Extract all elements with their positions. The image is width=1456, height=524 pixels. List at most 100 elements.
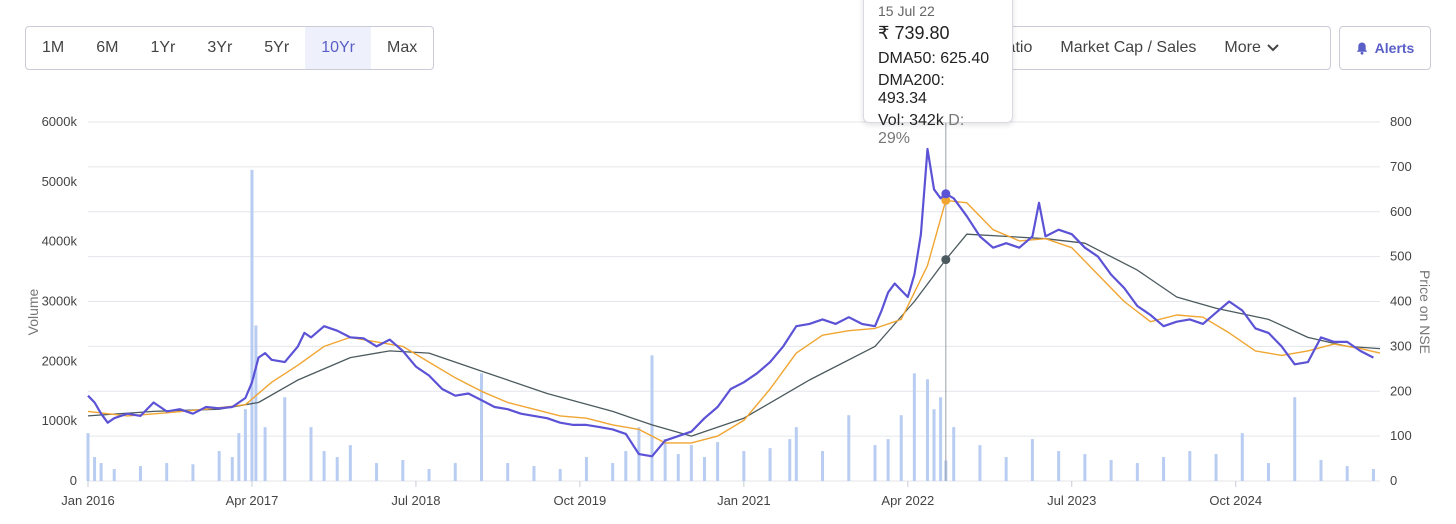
volume-bar xyxy=(886,439,890,481)
volume-bar xyxy=(86,433,90,481)
volume-bar xyxy=(952,427,956,481)
volume-bar xyxy=(788,439,792,481)
volume-bar xyxy=(237,433,241,481)
volume-bar xyxy=(506,463,510,481)
range-5yr-button[interactable]: 5Yr xyxy=(264,39,290,56)
right-tick-label: 700 xyxy=(1390,159,1412,174)
volume-bar xyxy=(650,355,654,481)
time-range-selector: 1M 6M 1Yr 3Yr 5Yr 10Yr Max xyxy=(25,26,435,70)
volume-bar xyxy=(611,463,615,481)
tooltip-delivery: D: 29% xyxy=(878,112,965,147)
volume-bar xyxy=(847,415,851,481)
volume-bar xyxy=(978,445,982,481)
volume-bar xyxy=(584,457,588,481)
left-tick-label: 3000k xyxy=(42,294,78,309)
volume-bar xyxy=(322,451,326,481)
volume-bar xyxy=(99,463,103,481)
metric-market-cap-sales-button[interactable]: Market Cap / Sales xyxy=(1060,39,1197,56)
range-max-button[interactable]: Max xyxy=(386,39,418,56)
alerts-label: Alerts xyxy=(1374,40,1415,56)
volume-bar xyxy=(1371,469,1375,481)
volume-bar xyxy=(676,454,680,481)
volume-bar xyxy=(1267,463,1271,481)
range-1yr-button[interactable]: 1Yr xyxy=(150,39,176,56)
volume-bar xyxy=(191,464,195,481)
volume-bar xyxy=(1319,460,1323,481)
range-3yr-button[interactable]: 3Yr xyxy=(207,39,233,56)
dma50-hover-point xyxy=(941,195,951,205)
tooltip-date: 15 Jul 22 xyxy=(878,3,935,19)
left-axis-title: Volume xyxy=(25,288,41,335)
left-tick-label: 1000k xyxy=(42,413,78,428)
tooltip-dma200: DMA200: 493.34 xyxy=(878,72,945,107)
volume-bar xyxy=(532,466,536,481)
dma200-line xyxy=(87,233,1381,437)
more-label: More xyxy=(1224,39,1261,56)
volume-bar xyxy=(375,463,379,481)
volume-bar xyxy=(899,415,903,481)
tooltip-dma50: DMA50: 625.40 xyxy=(878,50,990,67)
x-tick-label: Oct 2019 xyxy=(553,493,606,508)
tooltip-volume: Vol: 342k xyxy=(878,112,944,129)
volume-bar xyxy=(1162,457,1166,481)
volume-bar xyxy=(1135,463,1139,481)
volume-bar xyxy=(283,397,287,481)
volume-bar xyxy=(335,457,339,481)
volume-bar xyxy=(702,457,706,481)
tooltip-volume-line: Vol: 342k D: 29% xyxy=(878,112,998,148)
range-10yr-button[interactable]: 10Yr xyxy=(305,27,371,69)
volume-bar xyxy=(768,448,772,481)
volume-bar xyxy=(716,442,720,481)
left-tick-label: 4000k xyxy=(42,234,78,249)
right-tick-label: 300 xyxy=(1390,338,1412,353)
volume-bar xyxy=(939,397,943,481)
volume-bar xyxy=(1188,451,1192,481)
volume-bar xyxy=(138,466,142,481)
more-metrics-button[interactable]: More xyxy=(1210,39,1292,57)
volume-bar xyxy=(243,409,247,481)
price-hover-point xyxy=(941,189,951,199)
x-tick-label: Jan 2016 xyxy=(61,493,115,508)
price-line xyxy=(87,147,1374,458)
dma200-hover-point xyxy=(941,255,951,265)
volume-bar xyxy=(1083,454,1087,481)
bell-icon xyxy=(1356,42,1367,55)
range-6m-button[interactable]: 6M xyxy=(96,39,119,56)
left-tick-label: 2000k xyxy=(42,353,78,368)
volume-bar xyxy=(1293,397,1297,481)
volume-bar xyxy=(1057,451,1061,481)
range-1m-button[interactable]: 1M xyxy=(42,39,65,56)
volume-bar xyxy=(821,451,825,481)
volume-bar xyxy=(165,463,169,481)
x-tick-label: Jul 2018 xyxy=(391,493,440,508)
tooltip-price: ₹ 739.80 xyxy=(878,23,950,43)
alerts-button[interactable]: Alerts xyxy=(1339,26,1431,70)
volume-bar xyxy=(873,445,877,481)
x-tick-label: Jan 2021 xyxy=(717,493,771,508)
volume-bar xyxy=(1004,457,1008,481)
right-tick-label: 500 xyxy=(1390,249,1412,264)
left-tick-label: 5000k xyxy=(42,174,78,189)
volume-bar xyxy=(1345,466,1349,481)
x-tick-label: Apr 2017 xyxy=(226,493,279,508)
volume-bar xyxy=(263,427,267,481)
dma50-line xyxy=(87,199,1381,444)
chevron-down-icon xyxy=(1267,44,1279,52)
volume-bar xyxy=(230,457,234,481)
volume-bar xyxy=(309,427,313,481)
volume-bar xyxy=(427,469,431,481)
volume-bar xyxy=(912,373,916,481)
volume-bar xyxy=(1240,433,1244,481)
left-tick-label: 6000k xyxy=(42,114,78,129)
volume-bar xyxy=(742,451,746,481)
right-tick-label: 200 xyxy=(1390,383,1412,398)
x-tick-label: Apr 2022 xyxy=(881,493,934,508)
volume-bar xyxy=(689,445,693,481)
volume-bar xyxy=(93,457,97,481)
volume-bar xyxy=(453,463,457,481)
volume-bar xyxy=(794,427,798,481)
right-tick-label: 600 xyxy=(1390,204,1412,219)
right-tick-label: 800 xyxy=(1390,114,1412,129)
volume-bar xyxy=(663,439,667,481)
